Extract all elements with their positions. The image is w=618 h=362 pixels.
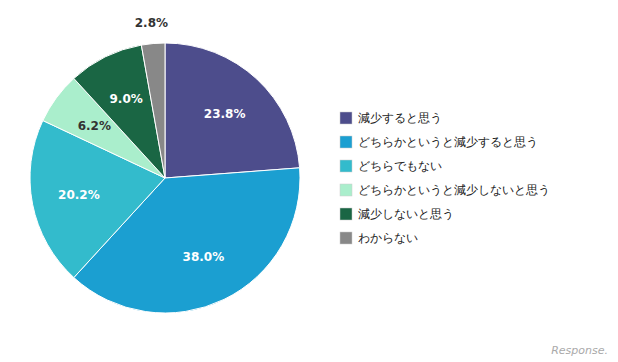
pie xyxy=(30,43,300,313)
legend-label: どちらかというと減少すると思う xyxy=(358,135,538,149)
legend-item: わからない xyxy=(340,231,418,245)
legend-item: どちらかというと減少すると思う xyxy=(340,135,538,149)
legend-label: 減少しないと思う xyxy=(358,207,454,221)
data-label: 9.0% xyxy=(110,92,143,106)
legend-label: どちらかというと減少しないと思う xyxy=(358,183,550,197)
legend-swatch xyxy=(340,112,352,124)
legend-label: わからない xyxy=(358,231,418,245)
legend-swatch xyxy=(340,160,352,172)
data-label: 23.8% xyxy=(204,107,246,121)
legend-label: どちらでもない xyxy=(358,159,442,173)
legend-item: 減少しないと思う xyxy=(340,207,454,221)
data-label: 38.0% xyxy=(183,250,225,264)
annotations: Response. xyxy=(551,344,608,357)
chart: 23.8% 38.0% 20.2% 6.2% 9.0% 2.8% 減少すると思うどちらかとい… xyxy=(0,0,618,362)
legend-item: どちらでもない xyxy=(340,159,442,173)
data-label: 2.8% xyxy=(135,16,168,30)
data-label: 6.2% xyxy=(78,119,111,133)
legend-swatch xyxy=(340,184,352,196)
legend-label: 減少すると思う xyxy=(358,111,442,125)
data-label: 20.2% xyxy=(58,188,100,202)
annotation: Response. xyxy=(551,344,608,357)
legend-item: どちらかというと減少しないと思う xyxy=(340,183,550,197)
legend-swatch xyxy=(340,232,352,244)
legend-swatch xyxy=(340,208,352,220)
legend-swatch xyxy=(340,136,352,148)
pie-slice xyxy=(165,43,300,178)
legend: 減少すると思うどちらかというと減少すると思うどちらでもないどちらかというと減少し… xyxy=(340,111,550,245)
data-labels: 23.8% 38.0% 20.2% 6.2% 9.0% 2.8% xyxy=(58,16,245,264)
legend-item: 減少すると思う xyxy=(340,111,442,125)
pie-slice xyxy=(141,43,165,178)
